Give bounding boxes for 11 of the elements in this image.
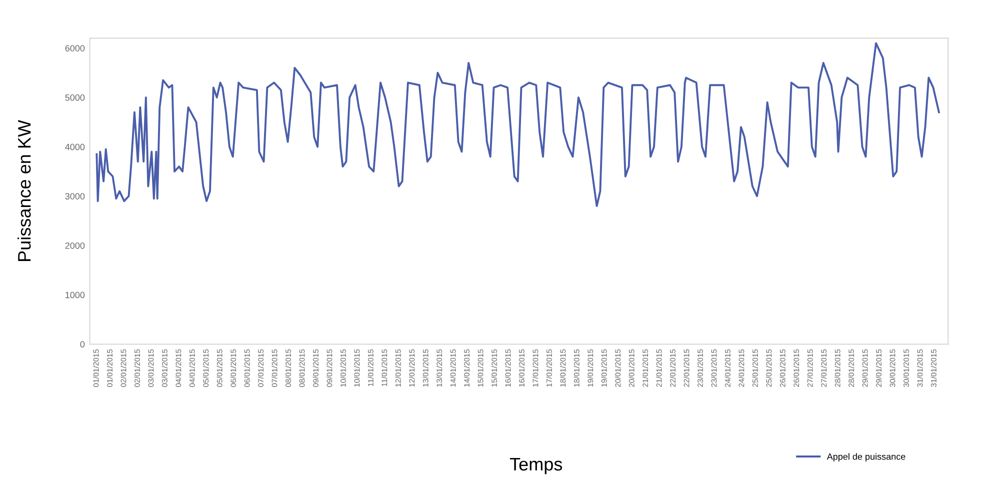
y-axis-title: Puissance en KW (17, 120, 31, 261)
y-tick-label: 6000 (65, 45, 85, 52)
y-tick-label: 2000 (65, 242, 85, 249)
y-tick-label: 4000 (65, 144, 85, 150)
x-axis-title: Temps (510, 458, 562, 474)
y-tick-label: 1000 (66, 292, 85, 298)
legend-label: Appel de puissance (826, 453, 906, 462)
y-tick-label: 0 (80, 341, 85, 348)
y-tick-label: 5000 (65, 94, 85, 101)
line-series (96, 42, 940, 207)
y-tick-label: 3000 (65, 193, 85, 200)
